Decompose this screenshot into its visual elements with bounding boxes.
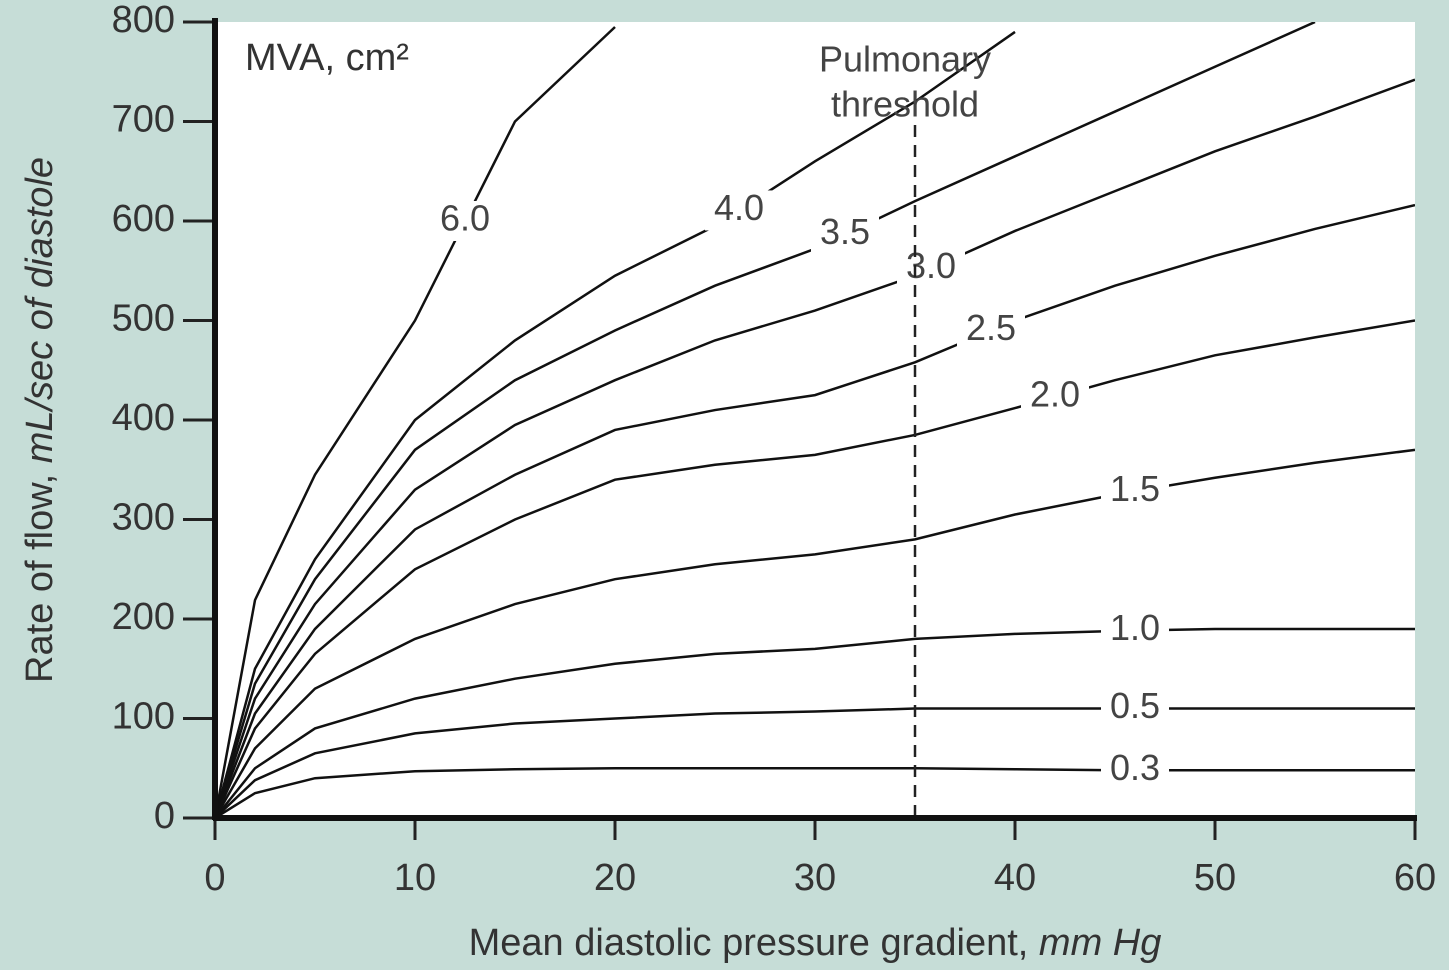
series-label-bg (1101, 688, 1169, 729)
y-tick-label: 400 (112, 397, 175, 439)
series-line (215, 767, 1415, 818)
series-line (215, 707, 1415, 818)
series-line (215, 26, 616, 818)
series-label-bg (811, 214, 879, 255)
x-tick-label: 60 (1394, 857, 1436, 899)
series-label: 1.0 (1110, 607, 1160, 648)
series-label: 2.5 (966, 307, 1016, 348)
series-line (215, 448, 1415, 818)
series-label: 3.0 (906, 245, 956, 286)
legend-title: MVA, cm² (245, 37, 409, 79)
series-label: 3.5 (820, 211, 870, 252)
x-tick-label: 10 (394, 857, 436, 899)
series-line (215, 203, 1415, 818)
y-axis-label: Rate of flow, mL/sec of diastole (19, 157, 61, 683)
x-tick-label: 40 (994, 857, 1036, 899)
series-label-bg (1101, 471, 1169, 512)
lines (215, 22, 1415, 818)
x-tick-label: 20 (594, 857, 636, 899)
y-tick-label: 0 (154, 795, 175, 837)
series-label: 6.0 (440, 198, 490, 239)
x-tick-label: 0 (204, 857, 225, 899)
x-tick-label: 30 (794, 857, 836, 899)
threshold-label: threshold (831, 84, 979, 125)
series-label-bg (957, 310, 1025, 351)
series-label-bg (1101, 750, 1169, 791)
y-tick-label: 300 (112, 497, 175, 539)
series-label-bg (1021, 376, 1089, 417)
series-line (215, 319, 1415, 818)
y-tick-label: 100 (112, 696, 175, 738)
series-label-bg (897, 248, 965, 289)
series-label-bg (1101, 610, 1169, 651)
y-tick-label: 500 (112, 298, 175, 340)
x-tick-label: 50 (1194, 857, 1236, 899)
series-label: 2.0 (1030, 373, 1080, 414)
series-line (215, 22, 1316, 818)
series-label-bg (705, 190, 773, 231)
y-tick-label: 700 (112, 99, 175, 141)
series-line (215, 78, 1415, 818)
x-axis-label: Mean diastolic pressure gradient, mm Hg (469, 922, 1162, 964)
y-tick-label: 800 (112, 0, 175, 41)
y-tick-label: 200 (112, 596, 175, 638)
series-label: 4.0 (714, 187, 764, 228)
series-line (215, 30, 1016, 818)
plot-area (215, 22, 1415, 818)
series-label: 0.5 (1110, 685, 1160, 726)
y-tick-label: 600 (112, 198, 175, 240)
series-label: 0.3 (1110, 747, 1160, 788)
series-label: 1.5 (1110, 468, 1160, 509)
threshold-label: Pulmonary (819, 39, 991, 80)
series-line (215, 627, 1415, 818)
series-label-bg (431, 201, 499, 241)
